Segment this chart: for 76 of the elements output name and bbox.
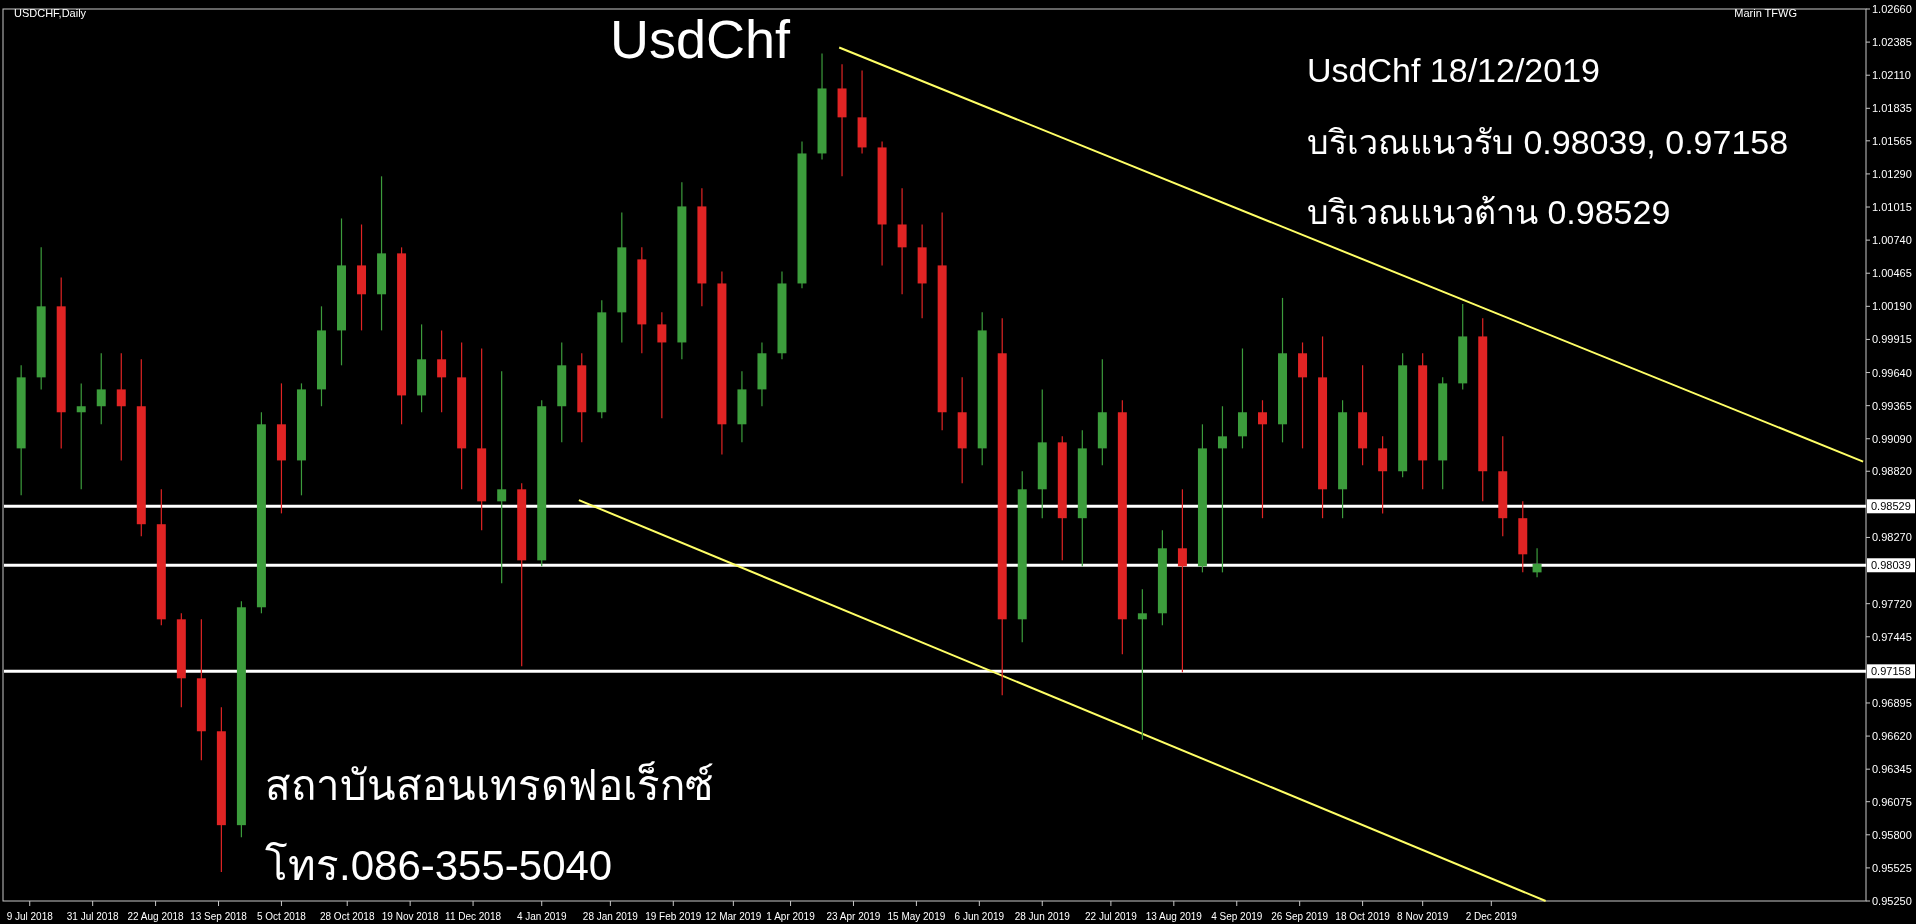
y-tick-label: 1.00465 xyxy=(1872,267,1912,280)
annotation: สถาบันสอนเทรดฟอเร็กซ์ xyxy=(265,761,714,809)
candlestick xyxy=(1532,547,1542,578)
x-tick-label: 1 Apr 2019 xyxy=(766,911,816,922)
ref-line-label: 0.98039 xyxy=(1871,559,1911,572)
candlestick xyxy=(76,382,86,490)
candlestick xyxy=(657,311,667,419)
y-tick-label: 0.95250 xyxy=(1872,895,1912,907)
x-tick-label: 6 Jun 2019 xyxy=(954,911,1005,922)
candlestick xyxy=(96,352,106,425)
annotation: UsdChf 18/12/2019 xyxy=(1307,51,1600,89)
candlestick xyxy=(897,187,907,295)
x-tick-label: 28 Jan 2019 xyxy=(582,911,639,922)
candlestick xyxy=(1177,488,1187,673)
ref-line: 0.98529 xyxy=(4,499,1915,514)
y-tick-label: 1.02385 xyxy=(1872,36,1912,49)
y-tick-label: 1.01565 xyxy=(1872,134,1912,147)
y-tick-label: 0.99090 xyxy=(1872,432,1912,445)
x-tick-label: 8 Nov 2019 xyxy=(1397,911,1449,922)
annotation: USDCHF,Daily xyxy=(14,7,87,19)
candlestick xyxy=(1137,588,1147,741)
x-tick-label: 11 Dec 2018 xyxy=(445,911,502,922)
y-tick-label: 1.01015 xyxy=(1872,201,1912,214)
x-tick-label: 13 Sep 2018 xyxy=(190,911,248,922)
annotation: บริเวณแนวต้าน 0.98529 xyxy=(1307,193,1671,231)
ref-line-label: 0.97158 xyxy=(1871,665,1911,678)
y-tick-label: 0.98270 xyxy=(1872,531,1912,544)
x-tick-label: 19 Feb 2019 xyxy=(645,911,702,922)
y-tick-label: 1.00190 xyxy=(1872,300,1912,313)
candlestick xyxy=(1378,435,1388,514)
y-tick-label: 0.96895 xyxy=(1872,696,1912,709)
y-tick-label: 0.97445 xyxy=(1872,630,1912,643)
ref-line: 0.97158 xyxy=(4,664,1915,679)
x-tick-label: 22 Aug 2018 xyxy=(127,911,185,922)
y-tick-label: 0.95525 xyxy=(1872,861,1912,874)
x-tick-label: 15 May 2019 xyxy=(887,911,946,922)
x-tick-label: 19 Nov 2018 xyxy=(381,911,439,922)
y-tick-label: 0.99365 xyxy=(1872,399,1912,412)
y-tick-label: 0.99915 xyxy=(1872,333,1912,346)
y-tick-label: 1.01290 xyxy=(1872,167,1912,180)
y-tick-label: 1.00740 xyxy=(1872,234,1912,247)
ref-line: 0.98039 xyxy=(4,558,1915,573)
annotation: Marin TFWG xyxy=(1734,7,1797,19)
x-tick-label: 28 Oct 2018 xyxy=(319,911,375,922)
x-tick-label: 13 Aug 2019 xyxy=(1145,911,1203,922)
y-tick-label: 0.95800 xyxy=(1872,828,1912,841)
candlestick xyxy=(497,370,507,584)
x-tick-label: 28 Jun 2019 xyxy=(1014,911,1071,922)
annotation: โทร.086-355-5040 xyxy=(265,841,613,889)
x-tick-label: 23 Apr 2019 xyxy=(826,911,881,922)
y-tick-label: 0.99640 xyxy=(1872,366,1912,379)
y-tick-label: 0.96075 xyxy=(1872,795,1912,808)
y-tick-label: 1.02110 xyxy=(1872,69,1911,82)
y-tick-label: 0.96345 xyxy=(1872,763,1912,776)
x-tick-label: 26 Sep 2019 xyxy=(1271,911,1329,922)
x-tick-label: 22 Jul 2019 xyxy=(1085,911,1138,922)
y-tick-label: 1.02660 xyxy=(1872,3,1912,15)
y-tick-label: 1.01835 xyxy=(1872,102,1912,115)
chart-title: UsdChf xyxy=(609,9,792,69)
x-tick-label: 12 Mar 2019 xyxy=(705,911,762,922)
x-tick-label: 2 Dec 2019 xyxy=(1465,911,1518,922)
x-tick-label: 4 Jan 2019 xyxy=(516,911,567,922)
x-tick-label: 9 Jul 2018 xyxy=(6,911,54,922)
candlestick xyxy=(1217,405,1227,573)
x-tick-label: 31 Jul 2018 xyxy=(66,911,119,922)
y-tick-label: 0.96620 xyxy=(1872,730,1912,743)
x-tick-label: 5 Oct 2018 xyxy=(256,911,307,922)
ref-line-label: 0.98529 xyxy=(1871,500,1911,513)
x-tick-label: 4 Sep 2019 xyxy=(1211,911,1263,922)
y-tick-label: 0.98820 xyxy=(1872,465,1912,478)
candlestick xyxy=(437,329,447,413)
candlestick xyxy=(116,352,126,462)
annotation: บริเวณแนวรับ 0.98039, 0.97158 xyxy=(1307,123,1789,161)
x-tick-label: 18 Oct 2019 xyxy=(1335,911,1391,922)
candlestick xyxy=(1258,399,1267,519)
y-tick-label: 0.97720 xyxy=(1872,597,1912,610)
